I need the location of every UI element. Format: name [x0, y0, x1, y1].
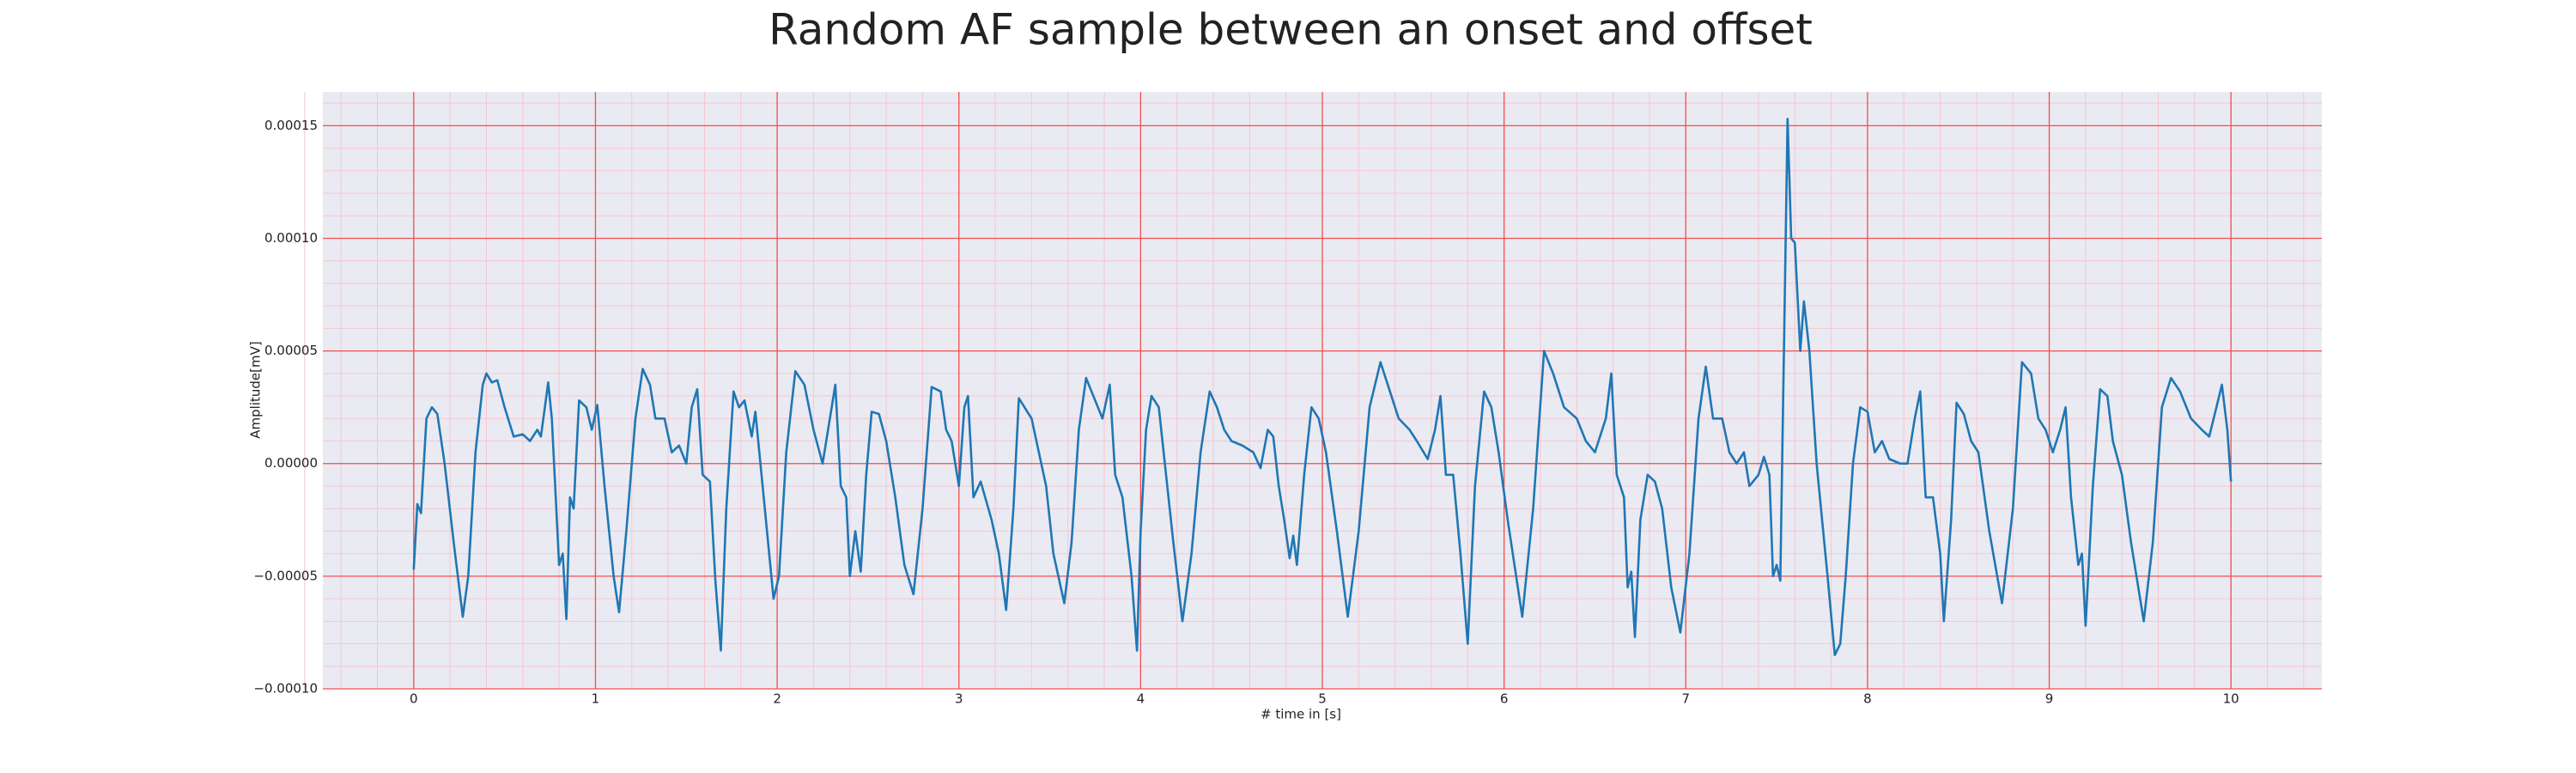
x-tick-label: 6 [1500, 691, 1509, 707]
x-tick-label: 0 [410, 691, 418, 707]
y-axis-label: Amplitude[mV] [248, 341, 264, 438]
signal-line [412, 118, 2233, 656]
chart-title: Random AF sample between an onset and of… [769, 5, 1813, 55]
x-tick-label: 4 [1137, 691, 1145, 707]
x-tick-label: 2 [773, 691, 781, 707]
y-tick-label: −0.00010 [253, 681, 318, 697]
x-axis-label: # time in [s] [1261, 707, 1341, 722]
y-tick-label: 0.00010 [264, 230, 318, 246]
y-tick-label: 0.00000 [264, 455, 318, 471]
x-tick-label: 9 [2045, 691, 2054, 707]
x-tick-label: 8 [1863, 691, 1872, 707]
y-tick-label: 0.00015 [264, 118, 318, 133]
x-tick-label: 7 [1681, 691, 1690, 707]
x-tick-label: 10 [2223, 691, 2239, 707]
y-tick-label: −0.00005 [253, 568, 318, 583]
x-tick-label: 3 [955, 691, 963, 707]
x-tick-label: 1 [592, 691, 600, 707]
y-tick-label: 0.00005 [264, 343, 318, 358]
x-tick-label: 5 [1318, 691, 1327, 707]
